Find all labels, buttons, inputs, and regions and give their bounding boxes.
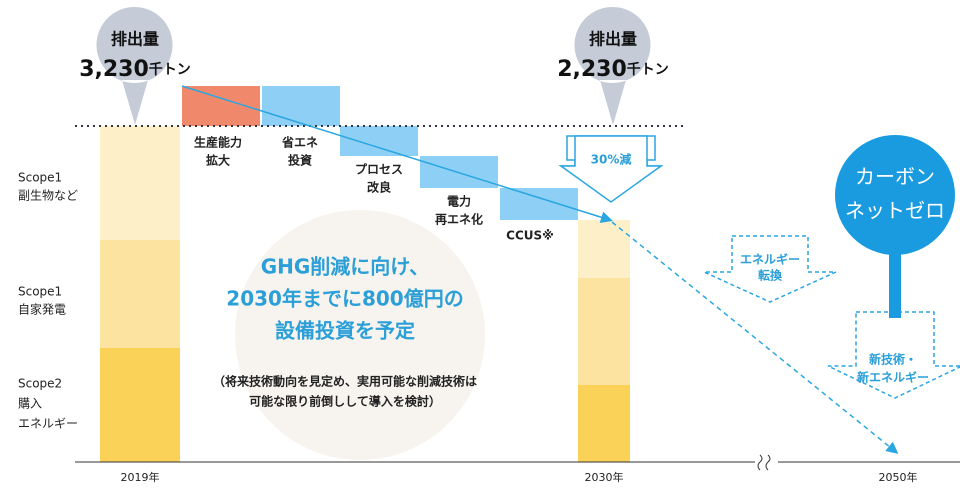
trend-line-future: [611, 221, 899, 454]
scope-label: 購入: [18, 397, 42, 411]
newtech-arrow: [827, 311, 960, 399]
goal-circle: [835, 135, 955, 255]
bar-segment: [100, 126, 180, 240]
reduction-label: 30%減: [591, 152, 632, 167]
axis-break: [757, 454, 771, 471]
bar-segment: [578, 220, 630, 278]
bubble-value: 2,230千トン: [557, 57, 669, 82]
energy-label: 転換: [758, 268, 783, 283]
scope-label: Scope2: [18, 377, 62, 391]
goal-label: ネットゼロ: [845, 199, 945, 223]
bar-segment: [100, 348, 180, 462]
bar-segment: [100, 240, 180, 348]
year-label: 2050年: [879, 470, 918, 484]
goal-label: カーボン: [855, 165, 935, 189]
bar-segment: [578, 385, 630, 462]
goal-tail: [889, 250, 901, 318]
bar-segment: [578, 278, 630, 385]
newtech-label: 新エネルギー: [857, 370, 929, 385]
scope-label: 自家発電: [18, 302, 66, 317]
message: GHG削減に向け、: [261, 255, 430, 279]
step-label: プロセス: [355, 162, 403, 177]
step-bar: [262, 86, 340, 126]
message-note: （将来技術動向を見定め、実用可能な削減技術は: [213, 374, 477, 389]
step-label: 改良: [367, 180, 391, 195]
newtech-label: 新技術・: [869, 352, 917, 367]
scope-label: Scope1: [18, 285, 62, 299]
message-note: 可能な限り前倒しして導入を検討）: [249, 394, 441, 409]
bubble-label: 排出量: [111, 30, 159, 49]
step-label: 電力: [447, 194, 471, 209]
step-label: 省エネ: [281, 135, 318, 150]
scope-label: Scope1: [18, 171, 62, 185]
step-label: 生産能力: [194, 135, 242, 150]
step-bar: [500, 188, 578, 220]
step-label: 投資: [288, 153, 312, 168]
message: 設備投資を予定: [275, 319, 415, 343]
scope-label: 副生物など: [18, 189, 78, 203]
message-bg: [235, 210, 485, 460]
trend-line: [181, 85, 613, 224]
year-label: 2019年: [121, 470, 160, 484]
step-label: 再エネ化: [435, 212, 483, 227]
bubble-label: 排出量: [589, 30, 637, 49]
energy-label: エネルギー: [740, 252, 800, 267]
bubble: [574, 7, 651, 125]
energy-arrow: [703, 235, 837, 303]
scope-label: エネルギー: [18, 417, 78, 431]
year-label: 2030年: [585, 470, 624, 484]
bubble-value: 3,230千トン: [79, 57, 191, 82]
step-label: CCUS※: [506, 229, 554, 243]
step-bar: [340, 126, 418, 156]
reduction-arrow: [558, 135, 664, 203]
message: 2030年までに800億円の: [226, 287, 463, 311]
step-label: 拡大: [206, 153, 230, 168]
bubble: [96, 7, 173, 125]
